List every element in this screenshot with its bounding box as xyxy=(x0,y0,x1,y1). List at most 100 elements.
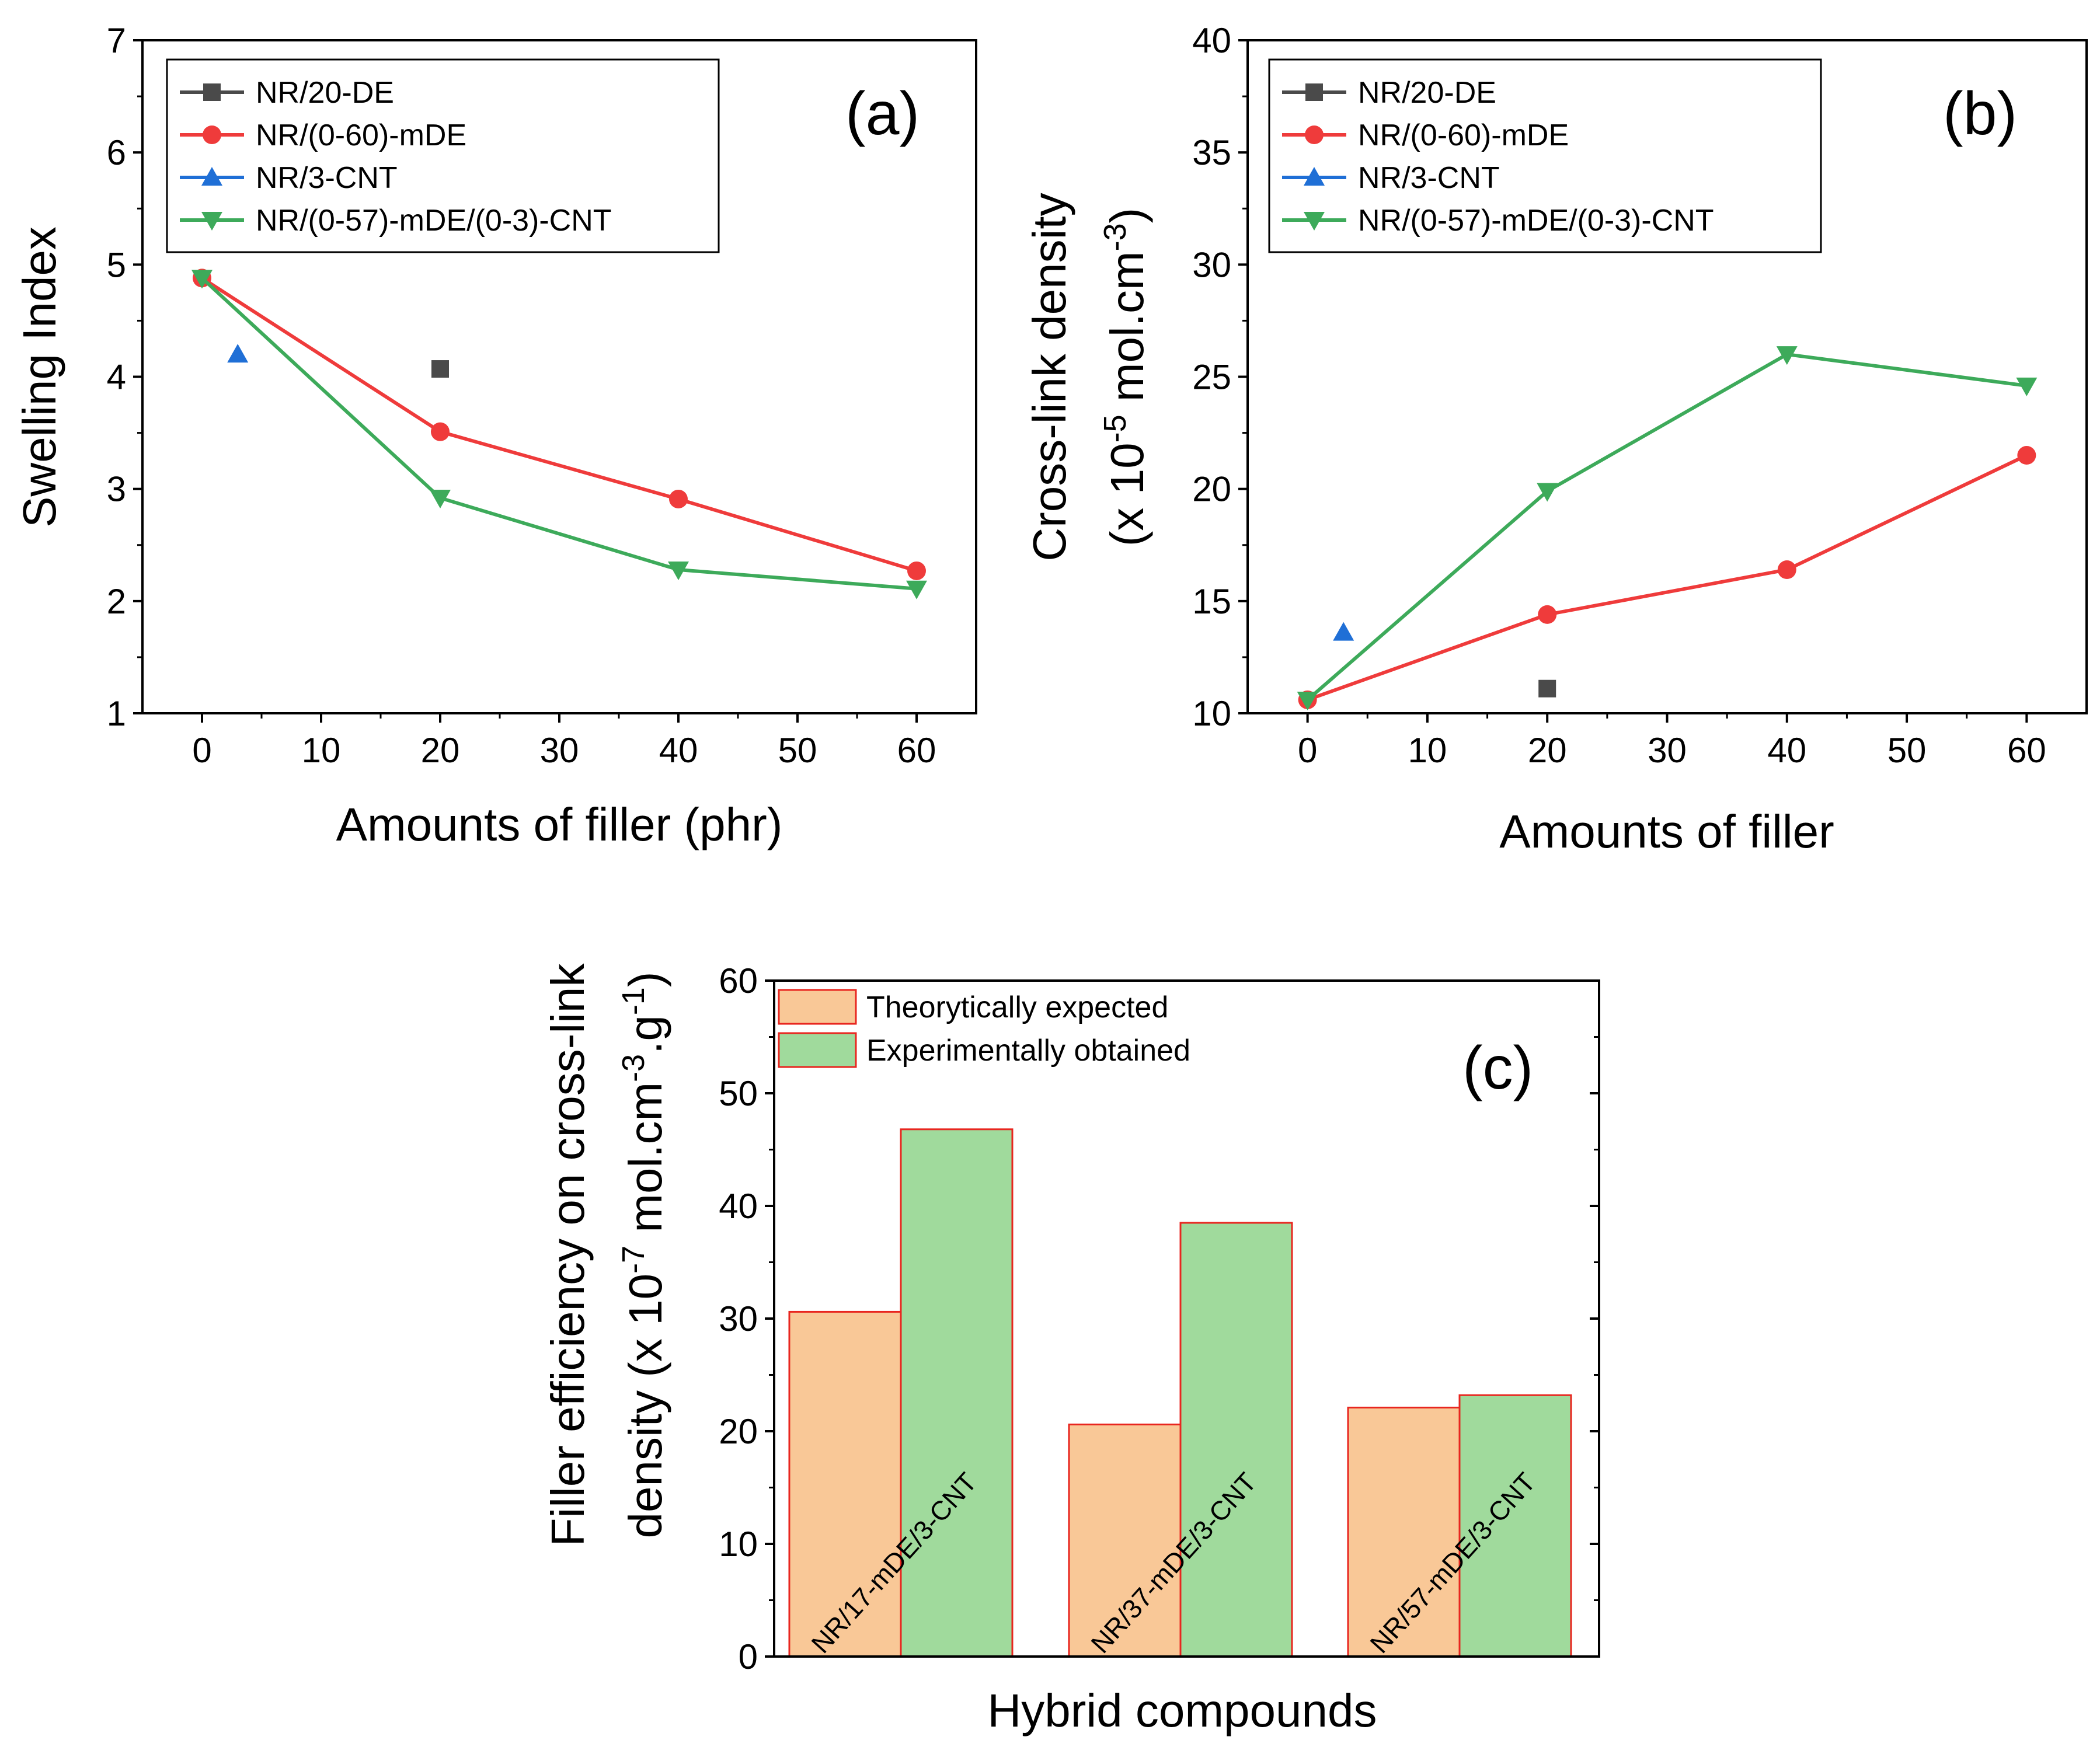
panel-b-y-tick-label: 25 xyxy=(1192,358,1231,397)
panel-b-legend-label: NR/(0-57)-mDE/(0-3)-CNT xyxy=(1358,204,1714,238)
panel-b-y-tick-label: 40 xyxy=(1192,21,1231,60)
panel-c-bar-theoretical-2 xyxy=(1068,1423,1182,1658)
panel-c-legend: Theorytically expected Experimentally obt… xyxy=(778,989,1190,1068)
panel-a-legend-swatch-marker xyxy=(203,125,221,144)
panel-c-legend-swatch xyxy=(778,1032,857,1068)
panel-a-series-2-point xyxy=(907,561,926,580)
panel-c-y-title-exponent-3: -1 xyxy=(616,987,651,1015)
panel-a-x-tick-label: 20 xyxy=(421,731,460,770)
panel-b-y-axis-title-line2: (x 10-5 mol.cm-3) xyxy=(1098,208,1153,547)
panel-a-x-tick-label: 0 xyxy=(192,731,211,770)
panel-a-y-tick-label: 5 xyxy=(107,245,126,284)
panel-a-x-tick-label: 50 xyxy=(778,731,817,770)
panel-c-y-title-exponent-2: -3 xyxy=(616,1054,651,1082)
panel-b-y-tick-label: 30 xyxy=(1192,245,1231,284)
panel-a-legend-swatch-marker xyxy=(201,167,222,186)
panel-b-series-2-line xyxy=(1307,454,2028,702)
panel-b-legend-box xyxy=(1268,58,1822,253)
panel-b-x-axis-title: Amounts of filler xyxy=(1499,805,1834,857)
panel-b-legend-label: NR/20-DE xyxy=(1358,76,1496,110)
chart-panel-b: 0 10 20 30 40 50 60 10 15 20 25 30 35 40 (b) Amounts … xyxy=(1023,21,2088,857)
panel-a-series-2-point xyxy=(431,422,450,441)
panel-c-legend-swatch xyxy=(778,989,857,1025)
panel-c-y-tick-label: 40 xyxy=(719,1187,758,1226)
panel-b-x-tick-label: 40 xyxy=(1767,731,1806,770)
panel-c-y-title-unit-2: .g xyxy=(619,1015,671,1054)
panel-b-y-title-exponent-2: -3 xyxy=(1098,223,1133,251)
panel-a-legend-swatch-marker xyxy=(201,212,222,231)
panel-a-x-tick-label: 60 xyxy=(897,731,936,770)
panel-a-ticks: 0 10 20 30 40 50 60 1 2 3 4 5 6 7 xyxy=(107,21,936,770)
panel-a-y-tick-label: 3 xyxy=(107,470,126,509)
panel-a-x-tick-label: 10 xyxy=(302,731,341,770)
panel-c-y-tick-label: 50 xyxy=(719,1074,758,1113)
panel-a-legend: NR/20-DE NR/(0-60)-mDE NR/3-CNT NR/(0-57)-m… xyxy=(166,58,720,253)
panel-c-y-tick-label: 60 xyxy=(719,961,758,1000)
panel-b-x-tick-label: 60 xyxy=(2007,731,2046,770)
panel-b-series-4-point xyxy=(1537,483,1558,502)
panel-b-legend-swatch-marker xyxy=(1304,167,1325,186)
panel-b-series-4-point xyxy=(1297,691,1318,710)
chart-panel-c: NR/17-mDE/3-CNT NR/37-mDE/3-CNT NR/57-mDE/… xyxy=(542,961,1600,1736)
panel-b-series-2-point xyxy=(2017,446,2036,465)
panel-b-x-tick-label: 0 xyxy=(1298,731,1317,770)
panel-b-y-tick-label: 20 xyxy=(1192,470,1231,509)
panel-c-x-axis-title: Hybrid compounds xyxy=(988,1685,1377,1736)
panel-a-series-4-point xyxy=(668,562,689,581)
panel-b-legend-swatch-marker xyxy=(1305,125,1324,144)
panel-b-series-2-point xyxy=(1538,605,1557,624)
panel-b-series-4-point xyxy=(1776,346,1798,365)
panel-a-legend-label: NR/(0-60)-mDE xyxy=(256,118,466,152)
panel-b-x-tick-label: 10 xyxy=(1408,731,1447,770)
panel-c-bar-theoretical-3 xyxy=(1347,1406,1461,1658)
panel-c-bar-experimental-1 xyxy=(900,1128,1014,1658)
panel-a-series-4-point xyxy=(430,490,451,509)
panel-c-y-title-exponent-1: -7 xyxy=(616,1246,651,1274)
panel-a-x-tick-label: 30 xyxy=(540,731,579,770)
panel-a-legend-swatch-marker xyxy=(203,83,221,101)
panel-a-x-tick-label: 40 xyxy=(659,731,698,770)
panel-b-x-tick-label: 20 xyxy=(1528,731,1567,770)
panel-b-x-tick-label: 50 xyxy=(1887,731,1927,770)
panel-a-y-tick-label: 4 xyxy=(107,358,126,397)
panel-c-bar-experimental-2 xyxy=(1179,1222,1293,1658)
panel-c-y-title-unit: mol.cm xyxy=(619,1082,671,1246)
panel-b-plot-area xyxy=(1297,346,2038,710)
panel-b-y-title-exponent-1: -5 xyxy=(1098,414,1133,442)
panel-b-tag: (b) xyxy=(1943,80,2017,148)
panel-c-y-tick-label: 0 xyxy=(739,1637,758,1676)
panel-a-y-tick-label: 6 xyxy=(107,133,126,172)
panel-c-ticks: 0 10 20 30 40 50 60 xyxy=(719,961,1599,1676)
panel-b-y-tick-label: 10 xyxy=(1192,694,1231,733)
panel-a-series-4-point xyxy=(906,580,927,599)
panel-b-legend-label: NR/(0-60)-mDE xyxy=(1358,118,1569,152)
panel-a-legend-label: NR/(0-57)-mDE/(0-3)-CNT xyxy=(256,204,612,238)
panel-a-series-1-point xyxy=(431,360,449,378)
panel-b-ticks: 0 10 20 30 40 50 60 10 15 20 25 30 35 40 xyxy=(1192,21,2046,770)
panel-c-plot-area: NR/17-mDE/3-CNT NR/37-mDE/3-CNT NR/57-mDE/… xyxy=(788,1128,1572,1659)
panel-c-tag: (c) xyxy=(1462,1034,1533,1102)
panel-b-y-tick-label: 35 xyxy=(1192,133,1231,172)
panel-c-y-axis-title-line1: Filler efficiency on cross-link xyxy=(542,963,594,1547)
panel-a-legend-box xyxy=(166,58,720,253)
panel-b-legend-label: NR/3-CNT xyxy=(1358,161,1500,195)
panel-c-y-tick-label: 30 xyxy=(719,1299,758,1338)
panel-a-legend-label: NR/3-CNT xyxy=(256,161,398,195)
panel-b-x-tick-label: 30 xyxy=(1648,731,1687,770)
panel-b-series-2-point xyxy=(1777,560,1796,580)
panel-a-tag: (a) xyxy=(845,80,920,148)
panel-b-y-axis-title-line1: Cross-link density xyxy=(1023,193,1075,561)
panel-c-y-title-prefix: density (x 10 xyxy=(619,1274,671,1539)
panel-a-x-axis-title: Amounts of filler (phr) xyxy=(336,798,783,850)
panel-b-legend: NR/20-DE NR/(0-60)-mDE NR/3-CNT NR/(0-57)-m… xyxy=(1268,58,1822,253)
panel-b-series-1-point xyxy=(1538,679,1556,698)
panel-a-plot-area xyxy=(191,268,927,599)
panel-b-y-tick-label: 15 xyxy=(1192,582,1231,621)
panel-a-y-axis-title: Swelling Index xyxy=(13,226,65,528)
panel-c-bar-theoretical-1 xyxy=(788,1310,902,1658)
panel-b-y-title-unit: mol.cm xyxy=(1101,251,1153,414)
panel-a-series-4-point xyxy=(191,270,213,289)
panel-a-series-2-line xyxy=(201,276,917,573)
panel-b-y-title-suffix: ) xyxy=(1101,208,1153,224)
panel-b-legend-swatch-marker xyxy=(1304,212,1325,231)
